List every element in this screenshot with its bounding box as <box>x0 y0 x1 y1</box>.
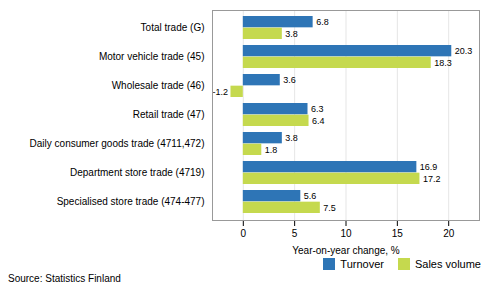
svg-text:6.4: 6.4 <box>312 116 325 126</box>
svg-text:10: 10 <box>340 228 352 239</box>
svg-text:Wholesale trade (46): Wholesale trade (46) <box>112 80 205 91</box>
svg-text:3.6: 3.6 <box>283 75 296 85</box>
svg-text:6.8: 6.8 <box>316 17 329 27</box>
html-text:Turnover: Turnover <box>340 258 384 270</box>
svg-text:18.3: 18.3 <box>434 58 452 68</box>
svg-text:3.8: 3.8 <box>285 133 298 143</box>
svg-text:7.5: 7.5 <box>323 203 336 213</box>
svg-text:Daily consumer goods trade (47: Daily consumer goods trade (4711,472) <box>30 138 205 149</box>
svg-text:Retail trade (47): Retail trade (47) <box>133 109 205 120</box>
svg-text:Specialised store trade (474-4: Specialised store trade (474-477) <box>57 196 205 207</box>
svg-text:-1.2: -1.2 <box>212 87 228 97</box>
svg-text:17.2: 17.2 <box>423 174 441 184</box>
html-text:Sales volume: Sales volume <box>415 258 481 270</box>
svg-text:15: 15 <box>392 228 404 239</box>
svg-text:16.9: 16.9 <box>420 162 438 172</box>
svg-text:5: 5 <box>292 228 298 239</box>
svg-text:3.8: 3.8 <box>285 29 298 39</box>
svg-text:Total trade (G): Total trade (G) <box>141 22 205 33</box>
svg-text:0: 0 <box>241 228 247 239</box>
svg-text:Year-on-year change, %: Year-on-year change, % <box>292 245 400 256</box>
html-text:Source: Statistics Finland: Source: Statistics Finland <box>8 273 121 284</box>
svg-text:20.3: 20.3 <box>455 46 473 56</box>
svg-text:5.6: 5.6 <box>304 191 317 201</box>
svg-text:Motor vehicle trade (45): Motor vehicle trade (45) <box>99 51 205 62</box>
svg-text:20: 20 <box>443 228 455 239</box>
svg-text:6.3: 6.3 <box>311 104 324 114</box>
svg-text:1.8: 1.8 <box>265 145 278 155</box>
svg-text:Department store trade (4719): Department store trade (4719) <box>70 167 205 178</box>
